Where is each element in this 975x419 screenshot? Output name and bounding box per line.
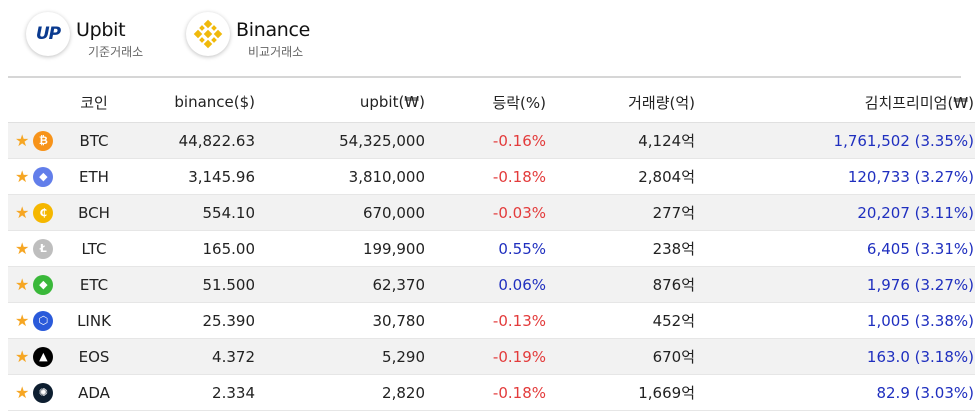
table-row[interactable]: ★ ✺ ADA 2.334 2,820 -0.18% 1,669억 82.9 (3.03%) — [8, 374, 975, 411]
column-header-coin[interactable]: 코인 — [65, 82, 123, 123]
row-icons: ★ ▲ — [8, 338, 65, 375]
kimchi-premium: 82.9 (3.03%) — [696, 374, 975, 411]
upbit-price: 199,900 — [256, 230, 426, 267]
row-icons: ★ ₿ — [8, 122, 65, 159]
change-percent: 0.06% — [426, 266, 547, 303]
column-header-upbit[interactable]: upbit(₩) — [256, 82, 426, 123]
change-percent: -0.03% — [426, 194, 547, 231]
bitcoin-icon: ₿ — [33, 130, 54, 151]
kimchi-premium: 163.0 (3.18%) — [696, 338, 975, 375]
favorite-star-icon[interactable]: ★ — [15, 346, 30, 366]
column-header-change[interactable]: 등락(%) — [426, 82, 547, 123]
upbit-price: 5,290 — [256, 338, 426, 375]
upbit-exchange[interactable]: UP Upbit 기준거래소 — [26, 12, 176, 62]
table-row[interactable]: ★ ₿ BTC 44,822.63 54,325,000 -0.16% 4,124억 1,76… — [8, 122, 975, 159]
binance-price: 4.372 — [123, 338, 256, 375]
favorite-star-icon[interactable]: ★ — [15, 382, 30, 402]
coin-symbol: BTC — [65, 122, 123, 159]
trade-volume: 277억 — [547, 194, 696, 231]
trade-volume: 876억 — [547, 266, 696, 303]
favorite-star-icon[interactable]: ★ — [15, 130, 30, 150]
column-header-binance[interactable]: binance($) — [123, 82, 256, 123]
bitcoin-cash-icon: ₵ — [33, 202, 54, 223]
change-percent: -0.16% — [426, 122, 547, 159]
row-icons: ★ Ł — [8, 230, 65, 267]
table-row[interactable]: ★ Ł LTC 165.00 199,900 0.55% 238억 6,405 (3.31%) — [8, 230, 975, 267]
column-header-volume[interactable]: 거래량(억) — [547, 82, 696, 123]
premium-table: 코인 binance($) upbit(₩) 등락(%) 거래량(억) 김치프리… — [8, 82, 975, 411]
change-percent: -0.18% — [426, 158, 547, 195]
trade-volume: 670억 — [547, 338, 696, 375]
column-header-favorite — [8, 82, 65, 123]
kimchi-premium: 6,405 (3.31%) — [696, 230, 975, 267]
binance-name: Binance — [236, 19, 311, 41]
trade-volume: 2,804억 — [547, 158, 696, 195]
favorite-star-icon[interactable]: ★ — [15, 202, 30, 222]
upbit-subtitle: 기준거래소 — [88, 45, 144, 59]
row-icons: ★ ◆ — [8, 158, 65, 195]
change-percent: -0.19% — [426, 338, 547, 375]
row-icons: ★ ⬡ — [8, 302, 65, 339]
binance-price: 3,145.96 — [123, 158, 256, 195]
kimchi-premium: 1,761,502 (3.35%) — [696, 122, 975, 159]
ethereum-icon: ◆ — [33, 166, 54, 187]
table-row[interactable]: ★ ◆ ETC 51.500 62,370 0.06% 876억 1,976 (3.27%) — [8, 266, 975, 303]
upbit-logo-icon: UP — [26, 12, 70, 56]
table-row[interactable]: ★ ▲ EOS 4.372 5,290 -0.19% 670억 163.0 (3.18%) — [8, 338, 975, 375]
upbit-price: 62,370 — [256, 266, 426, 303]
upbit-price: 3,810,000 — [256, 158, 426, 195]
row-icons: ★ ₵ — [8, 194, 65, 231]
favorite-star-icon[interactable]: ★ — [15, 310, 30, 330]
table-row[interactable]: ★ ₵ BCH 554.10 670,000 -0.03% 277억 20,207 (3.11… — [8, 194, 975, 231]
table-row[interactable]: ★ ◆ ETH 3,145.96 3,810,000 -0.18% 2,804억 120,73… — [8, 158, 975, 195]
binance-exchange[interactable]: Binance 비교거래소 — [186, 12, 356, 62]
header-divider — [8, 76, 961, 78]
trade-volume: 1,669억 — [547, 374, 696, 411]
coin-symbol: LTC — [65, 230, 123, 267]
change-percent: 0.55% — [426, 230, 547, 267]
table-header-row: 코인 binance($) upbit(₩) 등락(%) 거래량(억) 김치프리… — [8, 82, 975, 123]
favorite-star-icon[interactable]: ★ — [15, 274, 30, 294]
favorite-star-icon[interactable]: ★ — [15, 238, 30, 258]
coin-symbol: EOS — [65, 338, 123, 375]
coin-symbol: BCH — [65, 194, 123, 231]
trade-volume: 452억 — [547, 302, 696, 339]
binance-price: 165.00 — [123, 230, 256, 267]
binance-subtitle: 비교거래소 — [248, 45, 304, 59]
binance-price: 554.10 — [123, 194, 256, 231]
row-icons: ★ ◆ — [8, 266, 65, 303]
upbit-price: 30,780 — [256, 302, 426, 339]
binance-logo-icon — [186, 12, 230, 56]
change-percent: -0.18% — [426, 374, 547, 411]
kimchi-premium: 20,207 (3.11%) — [696, 194, 975, 231]
binance-price: 2.334 — [123, 374, 256, 411]
favorite-star-icon[interactable]: ★ — [15, 166, 30, 186]
coin-symbol: ETC — [65, 266, 123, 303]
upbit-price: 2,820 — [256, 374, 426, 411]
kimchi-premium: 120,733 (3.27%) — [696, 158, 975, 195]
upbit-price: 670,000 — [256, 194, 426, 231]
change-percent: -0.13% — [426, 302, 547, 339]
eos-icon: ▲ — [33, 346, 54, 367]
binance-price: 51.500 — [123, 266, 256, 303]
litecoin-icon: Ł — [33, 238, 54, 259]
column-header-kimchi-premium[interactable]: 김치프리미엄(₩) — [696, 82, 975, 123]
upbit-name: Upbit — [76, 19, 126, 41]
upbit-price: 54,325,000 — [256, 122, 426, 159]
binance-price: 25.390 — [123, 302, 256, 339]
cardano-icon: ✺ — [33, 382, 54, 403]
trade-volume: 4,124억 — [547, 122, 696, 159]
kimchi-premium: 1,976 (3.27%) — [696, 266, 975, 303]
trade-volume: 238억 — [547, 230, 696, 267]
row-icons: ★ ✺ — [8, 374, 65, 411]
chainlink-icon: ⬡ — [33, 310, 54, 331]
binance-price: 44,822.63 — [123, 122, 256, 159]
table-row[interactable]: ★ ⬡ LINK 25.390 30,780 -0.13% 452억 1,005 (3.38%… — [8, 302, 975, 339]
kimchi-premium: 1,005 (3.38%) — [696, 302, 975, 339]
coin-symbol: ADA — [65, 374, 123, 411]
ethereum-classic-icon: ◆ — [33, 274, 54, 295]
coin-symbol: ETH — [65, 158, 123, 195]
coin-symbol: LINK — [65, 302, 123, 339]
